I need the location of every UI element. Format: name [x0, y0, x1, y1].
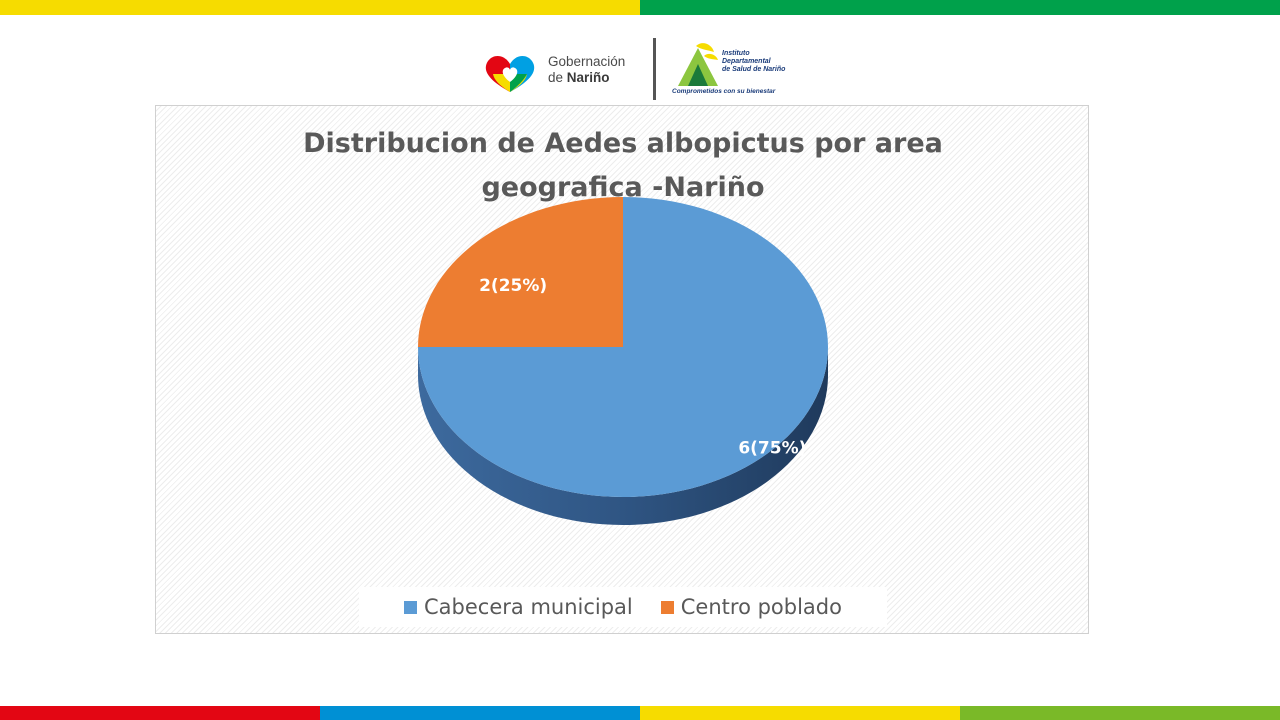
gobernacion-line2-prefix: de [548, 70, 567, 85]
legend-label-centro: Centro poblado [680, 595, 842, 619]
legend-label-cabecera: Cabecera municipal [424, 595, 633, 619]
gobernacion-wordmark: Gobernación de Nariño [548, 54, 625, 86]
chart-title: Distribucion de Aedes albopictus por are… [156, 122, 1090, 210]
logo-divider [653, 38, 656, 100]
instituto-line2: Departamental [722, 58, 771, 65]
chart-area: Distribucion de Aedes albopictus por are… [155, 105, 1089, 634]
data-label-cabecera: 6(75%) [738, 438, 806, 458]
heart-logo-icon [485, 55, 535, 92]
data-label-centro: 2(25%) [479, 276, 547, 296]
bottom-bar-blue [320, 706, 640, 720]
instituto-wordmark: Instituto Departamental de Salud de Nari… [722, 50, 785, 74]
legend-swatch-cabecera [404, 600, 418, 614]
gobernacion-line1: Gobernación [548, 54, 626, 69]
header-logos: Gobernación de Nariño Instituto Departam… [480, 38, 810, 104]
legend-swatch-centro [660, 600, 674, 614]
bottom-color-bar [0, 706, 1280, 720]
instituto-emblem-icon [678, 43, 718, 86]
legend-item-cabecera: Cabecera municipal [404, 595, 633, 619]
bottom-bar-red [0, 706, 320, 720]
bottom-bar-yellow [640, 706, 960, 720]
pie-slice-centro [418, 197, 623, 347]
instituto-line3: de Salud de Nariño [722, 66, 786, 73]
top-bar-yellow [0, 0, 640, 15]
pie-chart: 6(75%) 2(25%) [418, 197, 828, 525]
pie-side-wall [418, 347, 828, 525]
top-color-bar [0, 0, 1280, 15]
instituto-line1: Instituto [722, 50, 750, 57]
instituto-logo: Instituto Departamental de Salud de Nari… [672, 42, 812, 98]
gobernacion-line2-bold: Nariño [566, 70, 610, 85]
instituto-slogan: Comprometidos con su bienestar [672, 88, 776, 95]
legend-item-centro: Centro poblado [660, 595, 842, 619]
chart-legend: Cabecera municipal Centro poblado [359, 587, 887, 627]
chart-title-line1: Distribucion de Aedes albopictus por are… [303, 128, 943, 159]
gobernacion-logo: Gobernación de Nariño [480, 52, 640, 96]
top-bar-green [640, 0, 1280, 15]
bottom-bar-green [960, 706, 1280, 720]
